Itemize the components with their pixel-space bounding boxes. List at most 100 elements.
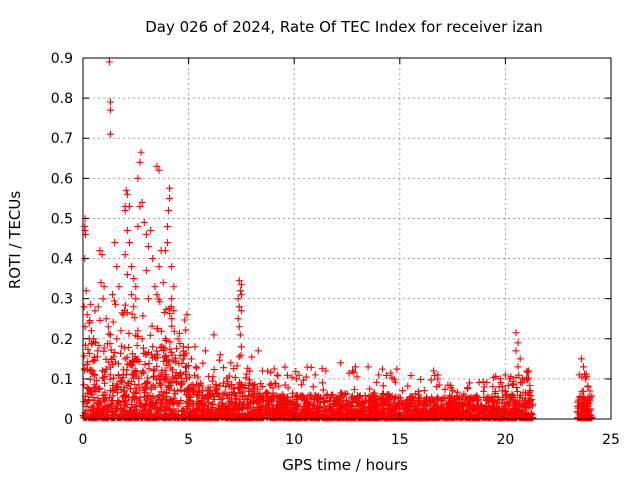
data-point	[144, 411, 152, 419]
data-point	[424, 414, 432, 422]
data-point	[160, 354, 168, 362]
data-point	[218, 399, 226, 407]
data-point	[223, 374, 231, 382]
data-point	[191, 371, 199, 379]
data-point	[114, 372, 122, 380]
data-point	[583, 409, 591, 417]
data-point	[501, 391, 509, 399]
data-point	[140, 218, 148, 226]
data-point	[194, 388, 202, 396]
data-point	[100, 344, 108, 352]
data-point	[216, 351, 224, 359]
data-point	[261, 410, 269, 418]
data-point	[497, 379, 505, 387]
data-point	[161, 352, 169, 360]
data-point	[170, 387, 178, 395]
data-point	[149, 392, 157, 400]
data-point	[387, 405, 395, 413]
data-point	[472, 393, 480, 401]
data-point	[117, 410, 125, 418]
data-point	[114, 414, 122, 422]
data-point	[178, 411, 186, 419]
data-point	[90, 410, 98, 418]
data-point	[269, 397, 277, 405]
data-point	[403, 403, 411, 411]
data-point	[127, 400, 135, 408]
data-point	[447, 393, 455, 401]
data-point	[109, 360, 117, 368]
data-point	[460, 390, 468, 398]
data-point	[447, 384, 455, 392]
data-point	[222, 414, 230, 422]
data-point	[288, 373, 296, 381]
y-tick-label: 0.5	[51, 211, 73, 227]
data-point	[490, 374, 498, 382]
data-point	[463, 407, 471, 415]
data-point	[385, 414, 393, 422]
data-point	[149, 372, 157, 380]
data-point	[375, 371, 383, 379]
data-point	[235, 303, 243, 311]
data-point	[238, 414, 246, 422]
data-point	[84, 358, 92, 366]
data-point	[303, 363, 311, 371]
data-point	[351, 395, 359, 403]
data-point	[281, 407, 289, 415]
data-point	[528, 396, 536, 404]
data-point	[516, 355, 524, 363]
data-point	[92, 339, 100, 347]
data-point	[459, 402, 467, 410]
data-point	[255, 407, 263, 415]
data-point	[408, 414, 416, 422]
data-point	[185, 398, 193, 406]
data-point	[149, 414, 157, 422]
data-point	[516, 393, 524, 401]
data-point	[329, 400, 337, 408]
data-point	[182, 362, 190, 370]
data-point	[415, 391, 423, 399]
data-point	[100, 405, 108, 413]
data-point	[335, 399, 343, 407]
data-point	[480, 414, 488, 422]
data-point	[122, 186, 130, 194]
data-point	[128, 310, 136, 318]
data-point	[226, 406, 234, 414]
data-point	[121, 206, 129, 214]
data-point	[417, 397, 425, 405]
data-point	[134, 174, 142, 182]
data-point	[351, 363, 359, 371]
data-point	[416, 414, 424, 422]
data-point	[471, 404, 479, 412]
data-point	[163, 222, 171, 230]
data-point	[167, 348, 175, 356]
data-point	[168, 295, 176, 303]
data-point	[133, 342, 141, 350]
data-point	[521, 399, 529, 407]
data-point	[91, 356, 99, 364]
data-point	[201, 395, 209, 403]
data-point	[132, 283, 140, 291]
data-point	[100, 396, 108, 404]
data-point	[165, 206, 173, 214]
data-point	[233, 362, 241, 370]
data-point	[245, 376, 253, 384]
data-point	[166, 184, 174, 192]
data-point	[166, 345, 174, 353]
data-point	[162, 305, 170, 313]
data-point	[239, 400, 247, 408]
data-point	[361, 391, 369, 399]
data-point	[272, 380, 280, 388]
data-point	[262, 406, 270, 414]
data-point	[586, 387, 594, 395]
data-point	[303, 405, 311, 413]
data-point	[236, 331, 244, 339]
data-point	[125, 343, 133, 351]
data-point	[430, 367, 438, 375]
data-point	[123, 309, 131, 317]
data-point	[434, 394, 442, 402]
data-point	[485, 396, 493, 404]
data-point	[158, 343, 166, 351]
data-point	[292, 368, 300, 376]
data-point	[292, 392, 300, 400]
data-point	[399, 400, 407, 408]
